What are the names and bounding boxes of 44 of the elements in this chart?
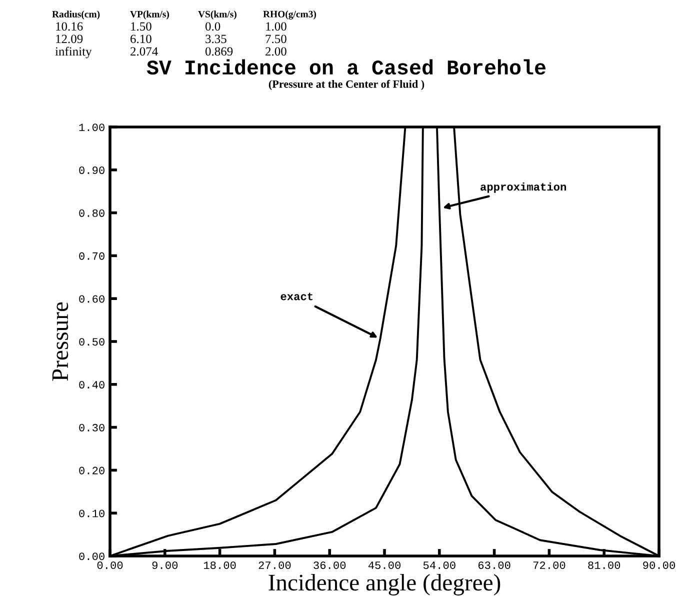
x-tick-label: 45.00 [368, 561, 400, 570]
x-tick-label: 90.00 [643, 561, 675, 570]
text: 2.00 [266, 47, 286, 56]
text: 7.50 [266, 34, 286, 44]
text: infinity [55, 46, 92, 58]
text: 1.00 [266, 22, 286, 31]
y-tick-label: 0.30 [79, 424, 104, 432]
text: 3.35 [206, 34, 226, 44]
x-tick-label: 36.00 [314, 561, 346, 570]
y-tick-label: 0.90 [79, 166, 104, 174]
x-tick-label: 81.00 [588, 561, 620, 570]
text: VP(km/s) [130, 10, 169, 20]
y-tick-label: 0.80 [79, 209, 104, 217]
x-tick-label: 63.00 [478, 561, 510, 570]
text: 6.10 [130, 34, 152, 44]
y-tick-label: 0.00 [79, 552, 104, 560]
y-tick-label: 0.40 [79, 380, 104, 389]
x-tick-label: 54.00 [423, 561, 456, 570]
text: 10.16 [56, 22, 83, 31]
y-axis-title: Pressure [52, 302, 68, 381]
x-tick-label: 27.00 [258, 561, 291, 570]
x-axis-title: Incidence angle (degree) [268, 574, 500, 596]
y-tick-label: 0.10 [79, 510, 104, 518]
annotation: exact [280, 292, 313, 300]
x-tick-label: 72.00 [533, 561, 566, 570]
chart-subtitle: (Pressure at the Center of Fluid ) [268, 80, 424, 90]
y-tick-label: 0.60 [79, 295, 104, 303]
annotation: approximation [480, 182, 566, 193]
y-tick-label: 0.20 [79, 466, 104, 474]
text: VS(km/s) [198, 10, 236, 20]
y-tick-label: 0.70 [79, 252, 104, 260]
chart-title: SV Incidence on a Cased Borehole [146, 59, 546, 75]
x-tick-label: 18.00 [204, 561, 236, 570]
text: RHO(g/cm3) [263, 10, 316, 20]
text: 2.074 [130, 47, 158, 56]
text: 0.0 [205, 22, 220, 31]
text: 1.50 [131, 22, 152, 31]
text: Radius(cm) [52, 10, 100, 20]
text: 0.869 [205, 47, 233, 56]
y-tick-label: 0.50 [79, 338, 104, 346]
y-tick-label: 1.00 [79, 124, 104, 132]
x-tick-label: 0.00 [97, 561, 123, 570]
x-tick-label: 9.00 [152, 561, 178, 570]
text: 12.09 [56, 34, 83, 44]
